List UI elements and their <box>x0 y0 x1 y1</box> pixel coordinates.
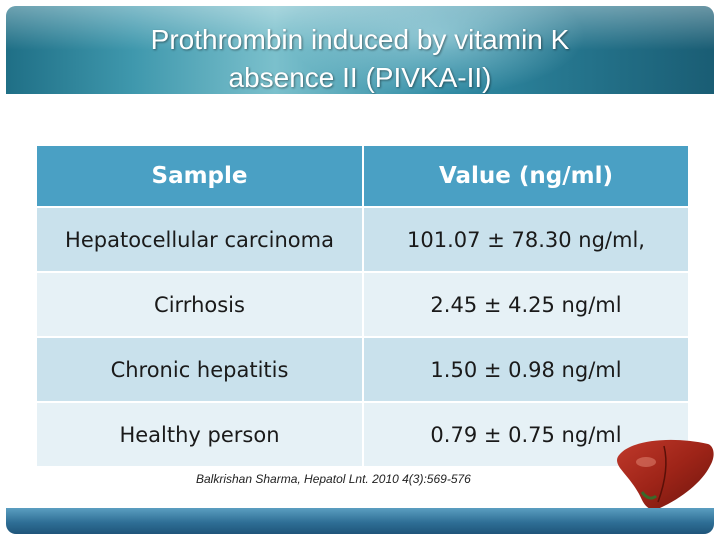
slide-title-line-2: absence II (PIVKA-II) <box>228 62 492 93</box>
sample-cell: Hepatocellular carcinoma <box>37 207 364 273</box>
value-cell: 101.07 ± 78.30 ng/ml, <box>363 207 690 273</box>
table-header-row: Sample Value (ng/ml) <box>37 146 690 208</box>
slide-title-line-1: Prothrombin induced by vitamin K <box>150 24 570 55</box>
header-sample: Sample <box>37 146 364 208</box>
sample-cell: Healthy person <box>37 402 364 468</box>
title-banner: Prothrombin induced by vitamin K absence… <box>6 6 714 94</box>
pivka-values-table: Sample Value (ng/ml) Hepatocellular carc… <box>37 146 690 468</box>
slide-title: Prothrombin induced by vitamin K absence… <box>6 21 714 94</box>
value-cell: 1.50 ± 0.98 ng/ml <box>363 337 690 403</box>
table-row: Chronic hepatitis 1.50 ± 0.98 ng/ml <box>37 337 690 403</box>
header-value: Value (ng/ml) <box>363 146 690 208</box>
value-cell: 2.45 ± 4.25 ng/ml <box>363 272 690 338</box>
table-row: Cirrhosis 2.45 ± 4.25 ng/ml <box>37 272 690 338</box>
table-row: Healthy person 0.79 ± 0.75 ng/ml <box>37 402 690 468</box>
citation: Balkrishan Sharma, Hepatol Lnt. 2010 4(3… <box>196 472 471 486</box>
footer-bar <box>6 508 714 534</box>
sample-cell: Cirrhosis <box>37 272 364 338</box>
sample-cell: Chronic hepatitis <box>37 337 364 403</box>
liver-illustration-icon <box>617 439 714 510</box>
table-row: Hepatocellular carcinoma 101.07 ± 78.30 … <box>37 207 690 273</box>
